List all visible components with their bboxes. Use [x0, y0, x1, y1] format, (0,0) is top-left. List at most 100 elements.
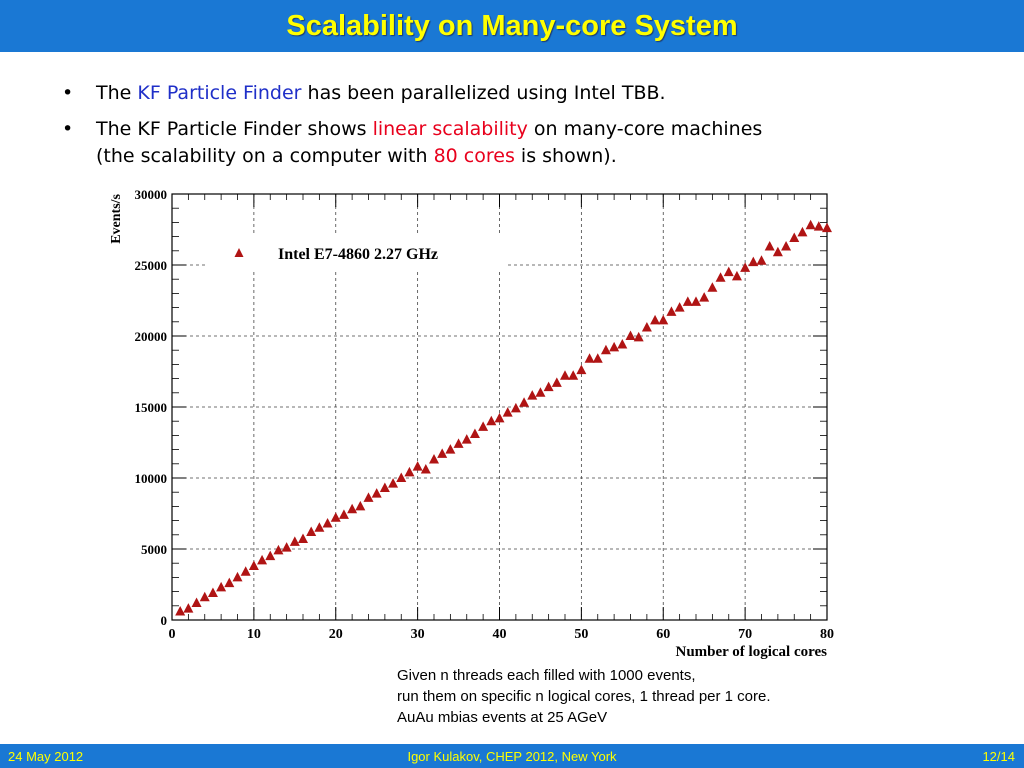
data-point — [592, 353, 603, 363]
data-point — [781, 241, 792, 251]
y-tick-label: 5000 — [141, 542, 167, 557]
data-point — [576, 364, 587, 375]
data-point — [461, 434, 472, 444]
y-tick-label: 0 — [161, 613, 168, 628]
kf-finder-highlight: KF Particle Finder — [137, 82, 302, 104]
data-point — [617, 339, 628, 349]
data-point — [772, 246, 783, 257]
y-tick-label: 30000 — [135, 187, 168, 202]
data-point — [568, 370, 579, 380]
data-point — [510, 402, 521, 413]
data-point — [502, 407, 513, 417]
bullet-item-1: • The KF Particle Finder has been parall… — [62, 80, 962, 107]
legend-box — [206, 236, 508, 270]
data-point — [240, 566, 251, 576]
data-point — [748, 256, 759, 267]
data-point — [306, 526, 317, 536]
data-point — [674, 302, 685, 312]
data-point — [658, 314, 669, 325]
data-point — [731, 270, 742, 281]
footer-bar: 24 May 2012 Igor Kulakov, CHEP 2012, New… — [0, 744, 1024, 768]
x-tick-label: 30 — [411, 627, 425, 642]
data-point — [199, 591, 210, 602]
data-point — [322, 517, 333, 528]
title-bar: Scalability on Many-core System — [0, 0, 1024, 52]
legend-triangle-marker — [234, 248, 244, 257]
data-point — [625, 330, 636, 340]
data-point — [453, 438, 464, 448]
data-point — [289, 536, 300, 546]
x-tick-label: 40 — [493, 627, 507, 642]
y-tick-label: 25000 — [135, 258, 168, 273]
data-point — [396, 472, 407, 482]
data-point — [437, 448, 448, 458]
data-point — [265, 550, 276, 561]
data-point — [207, 587, 218, 598]
data-point — [273, 544, 284, 555]
x-tick-label: 20 — [329, 627, 343, 642]
data-point — [641, 321, 652, 332]
data-point — [371, 488, 382, 498]
data-point — [707, 282, 718, 292]
caption-line-2: run them on specific n logical cores, 1 … — [397, 688, 771, 705]
x-tick-label: 10 — [247, 627, 261, 642]
data-point — [338, 509, 349, 519]
data-point — [486, 415, 497, 426]
y-tick-label: 10000 — [135, 471, 168, 486]
data-point — [822, 222, 832, 233]
caption-line-1: Given n threads each filled with 1000 ev… — [397, 667, 696, 684]
data-point — [682, 296, 693, 306]
data-point — [175, 605, 186, 616]
data-point — [699, 292, 710, 302]
data-point — [429, 454, 439, 464]
data-point — [388, 478, 399, 488]
data-point — [584, 353, 595, 363]
data-point — [723, 266, 734, 277]
data-point — [412, 461, 423, 471]
linear-scalability-highlight: linear scalability — [372, 118, 528, 140]
data-point — [551, 377, 562, 387]
cores-highlight: 80 cores — [433, 145, 515, 167]
legend-label: Intel E7-4860 2.27 GHz — [278, 246, 438, 263]
data-point — [330, 512, 341, 522]
data-point — [527, 390, 538, 400]
data-point — [314, 522, 325, 532]
bullet-dot: • — [62, 82, 74, 104]
bullet-item-2: • The KF Particle Finder shows linear sc… — [62, 116, 962, 170]
footer-page-number: 12/14 — [982, 749, 1015, 764]
data-point — [494, 412, 505, 423]
data-point — [232, 571, 243, 582]
data-point — [216, 581, 227, 592]
data-point — [469, 428, 480, 438]
data-point — [224, 577, 235, 588]
data-point — [191, 597, 202, 607]
data-point — [257, 554, 268, 565]
data-point — [445, 444, 456, 454]
data-point — [543, 381, 554, 392]
data-point — [420, 463, 431, 474]
data-point — [560, 370, 570, 380]
data-point — [600, 344, 611, 355]
chart-caption: Given n threads each filled with 1000 ev… — [397, 665, 771, 728]
data-point — [813, 221, 824, 231]
data-point — [650, 314, 661, 325]
footer-author: Igor Kulakov, CHEP 2012, New York — [407, 749, 617, 764]
data-point — [691, 296, 701, 306]
bullet-text-2: The KF Particle Finder shows linear scal… — [96, 118, 763, 167]
bullet-list: • The KF Particle Finder has been parall… — [62, 80, 962, 179]
data-point — [756, 255, 767, 265]
data-point — [248, 560, 259, 571]
bullet-dot: • — [62, 118, 74, 140]
caption-line-3: AuAu mbias events at 25 AGeV — [397, 709, 608, 726]
data-point — [478, 421, 489, 431]
x-tick-label: 80 — [820, 627, 834, 642]
y-axis-title: Events/s — [109, 193, 124, 243]
data-point — [535, 387, 546, 397]
data-point — [379, 482, 390, 492]
data-point — [740, 262, 751, 272]
data-point — [609, 341, 620, 352]
plot-frame — [171, 193, 828, 621]
data-point — [404, 466, 415, 477]
data-point — [805, 219, 816, 230]
data-point — [298, 533, 308, 544]
